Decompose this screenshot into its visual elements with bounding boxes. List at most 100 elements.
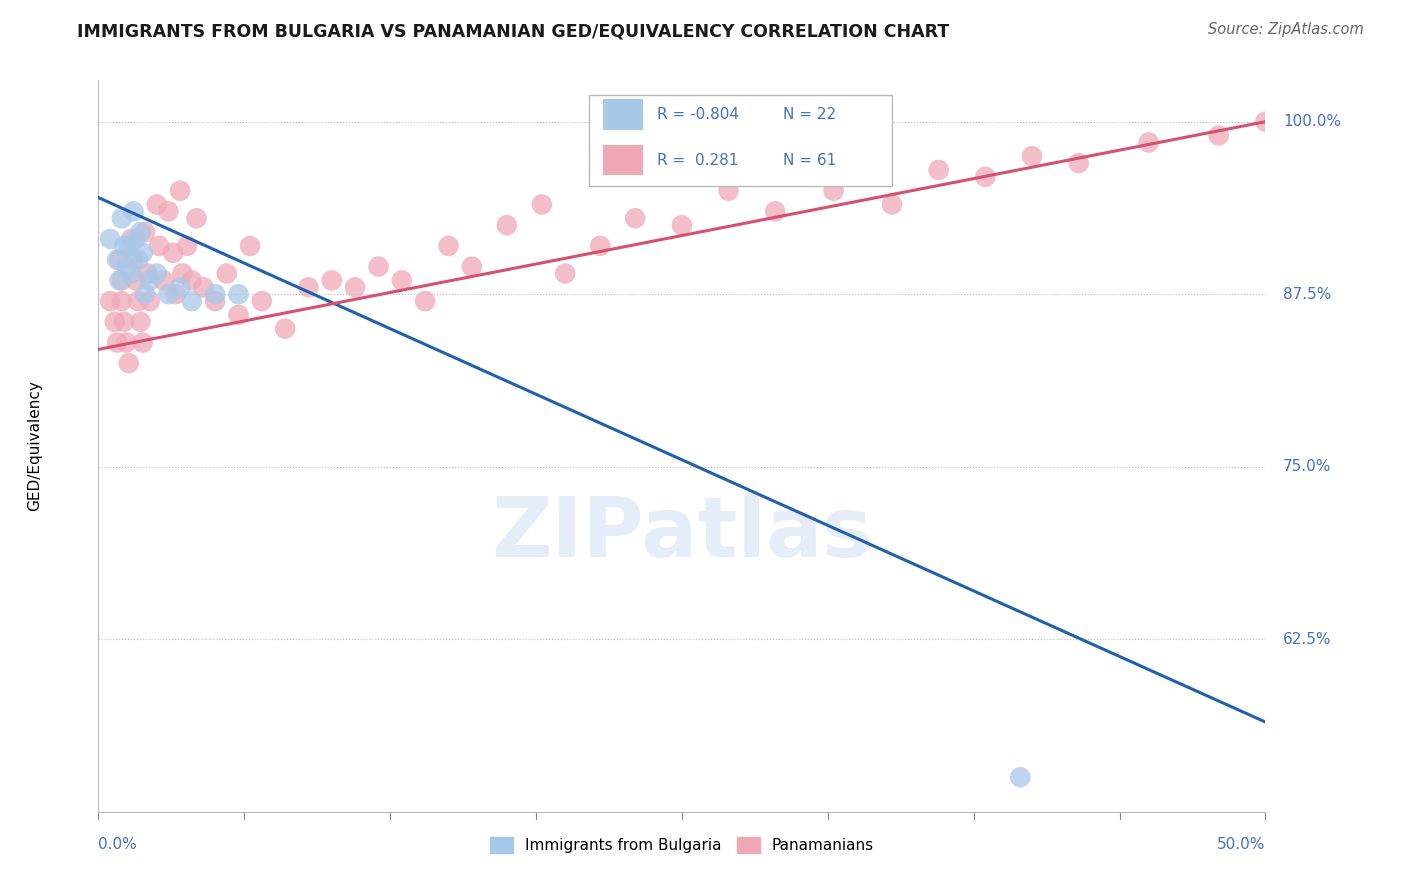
Text: 100.0%: 100.0% xyxy=(1282,114,1341,129)
Point xyxy=(1254,114,1277,128)
Text: ZIPatlas: ZIPatlas xyxy=(492,493,872,574)
Point xyxy=(624,211,647,226)
Point xyxy=(125,273,148,287)
Point xyxy=(146,267,169,281)
Point xyxy=(139,273,162,287)
Point xyxy=(1010,770,1032,784)
Text: N = 22: N = 22 xyxy=(783,107,837,122)
Point xyxy=(823,184,845,198)
Point xyxy=(228,308,250,322)
Point xyxy=(717,184,740,198)
Point xyxy=(180,273,202,287)
Text: GED/Equivalency: GED/Equivalency xyxy=(27,381,42,511)
Point xyxy=(297,280,319,294)
Point xyxy=(115,335,138,350)
Point xyxy=(169,280,191,294)
Point xyxy=(122,204,145,219)
Point xyxy=(239,239,262,253)
Text: R = -0.804: R = -0.804 xyxy=(658,107,740,122)
Point xyxy=(139,294,162,309)
Point xyxy=(763,204,786,219)
Point xyxy=(367,260,389,274)
Point xyxy=(118,239,141,253)
Point xyxy=(321,273,343,287)
Text: IMMIGRANTS FROM BULGARIA VS PANAMANIAN GED/EQUIVALENCY CORRELATION CHART: IMMIGRANTS FROM BULGARIA VS PANAMANIAN G… xyxy=(77,22,949,40)
Point xyxy=(928,163,950,178)
Text: R =  0.281: R = 0.281 xyxy=(658,153,738,168)
Point xyxy=(193,280,215,294)
Point xyxy=(974,169,997,184)
Point xyxy=(120,232,142,246)
Point xyxy=(496,218,519,232)
Point xyxy=(1067,156,1090,170)
Point xyxy=(228,287,250,301)
Point xyxy=(152,273,174,287)
Point xyxy=(111,273,134,287)
Point xyxy=(1137,136,1160,150)
Point xyxy=(671,218,693,232)
Point xyxy=(132,335,155,350)
Point xyxy=(105,335,128,350)
Point xyxy=(165,287,187,301)
Point xyxy=(180,294,202,309)
Text: 50.0%: 50.0% xyxy=(1218,837,1265,852)
Point xyxy=(880,197,903,211)
Point xyxy=(176,239,198,253)
Point xyxy=(437,239,460,253)
Legend: Immigrants from Bulgaria, Panamanians: Immigrants from Bulgaria, Panamanians xyxy=(484,830,880,859)
Point xyxy=(112,239,135,253)
Text: 87.5%: 87.5% xyxy=(1282,286,1331,301)
Point xyxy=(134,225,156,239)
Point xyxy=(250,294,273,309)
FancyBboxPatch shape xyxy=(603,99,644,129)
Point xyxy=(157,287,180,301)
Text: 0.0%: 0.0% xyxy=(98,837,138,852)
Point xyxy=(108,252,131,267)
Text: Source: ZipAtlas.com: Source: ZipAtlas.com xyxy=(1208,22,1364,37)
Point xyxy=(120,267,142,281)
Point xyxy=(98,232,121,246)
Point xyxy=(530,197,553,211)
Point xyxy=(461,260,484,274)
Point xyxy=(111,294,134,309)
Text: N = 61: N = 61 xyxy=(783,153,837,168)
Point xyxy=(344,280,367,294)
Point xyxy=(391,273,413,287)
Point xyxy=(125,232,148,246)
Point xyxy=(589,239,612,253)
Point xyxy=(111,211,134,226)
Point xyxy=(129,225,152,239)
Point xyxy=(162,245,184,260)
FancyBboxPatch shape xyxy=(589,95,891,186)
Point xyxy=(148,239,170,253)
Point xyxy=(98,294,121,309)
Point xyxy=(136,267,159,281)
Point xyxy=(172,267,194,281)
Point xyxy=(115,260,138,274)
Point xyxy=(169,184,191,198)
Point xyxy=(146,197,169,211)
Point xyxy=(122,252,145,267)
Point xyxy=(1208,128,1230,143)
Point xyxy=(132,245,155,260)
Point xyxy=(104,315,127,329)
Point xyxy=(1021,149,1043,163)
Point xyxy=(204,294,226,309)
Point xyxy=(127,294,149,309)
Point xyxy=(134,287,156,301)
Point xyxy=(215,267,238,281)
Point xyxy=(127,252,149,267)
Point xyxy=(118,356,141,370)
FancyBboxPatch shape xyxy=(603,145,644,176)
Point xyxy=(108,273,131,287)
Point xyxy=(186,211,208,226)
Point xyxy=(157,204,180,219)
Text: 62.5%: 62.5% xyxy=(1282,632,1331,647)
Point xyxy=(105,252,128,267)
Point xyxy=(129,315,152,329)
Point xyxy=(274,321,297,335)
Text: 75.0%: 75.0% xyxy=(1282,459,1331,475)
Point xyxy=(112,315,135,329)
Point xyxy=(554,267,576,281)
Point xyxy=(204,287,226,301)
